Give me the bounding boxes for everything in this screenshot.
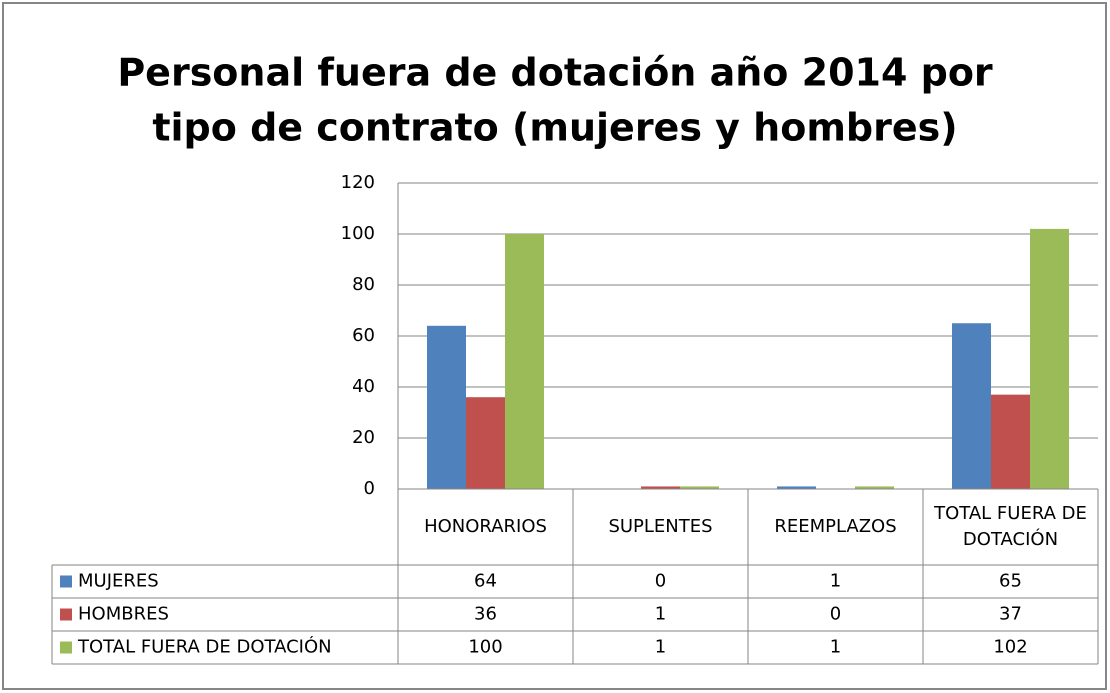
table-value: 1 [830,637,841,658]
legend-swatch [60,641,72,654]
table-value: 65 [999,571,1022,592]
bar [680,486,719,489]
bar [991,394,1030,489]
bar [505,234,544,489]
legend-label: TOTAL FUERA DE DOTACIÓN [77,636,332,658]
bar [466,397,505,489]
y-tick-label: 20 [352,427,375,448]
table-value: 100 [468,637,502,658]
y-tick-label: 40 [352,376,375,397]
table-value: 1 [655,637,666,658]
legend-swatch [60,575,72,588]
y-tick-label: 120 [341,172,375,193]
y-tick-label: 80 [352,274,375,295]
legend-label: HOMBRES [78,604,169,625]
chart-title: tipo de contrato (mujeres y hombres) [152,106,957,150]
table-value: 37 [999,604,1022,625]
bar [952,323,991,489]
bar [641,486,680,489]
table-value: 36 [474,604,497,625]
table-value: 1 [830,571,841,592]
table-value: 0 [830,604,841,625]
bar [427,325,466,489]
chart-title: Personal fuera de dotación año 2014 por [117,51,993,95]
table-value: 102 [993,637,1027,658]
bar [1030,228,1069,489]
table-value: 0 [655,571,666,592]
legend-label: MUJERES [78,571,159,592]
bar [777,486,816,489]
x-tick-label: SUPLENTES [608,516,713,537]
x-tick-label: HONORARIOS [424,516,547,537]
y-tick-label: 60 [352,325,375,346]
y-tick-label: 0 [364,478,375,499]
y-tick-label: 100 [341,223,375,244]
x-tick-label: TOTAL FUERA DE DOTACIÓN [934,503,1087,550]
legend-swatch [60,608,72,621]
table-value: 1 [655,604,666,625]
table-value: 64 [474,571,497,592]
bar [855,486,894,489]
x-tick-label: REEMPLAZOS [774,516,897,537]
